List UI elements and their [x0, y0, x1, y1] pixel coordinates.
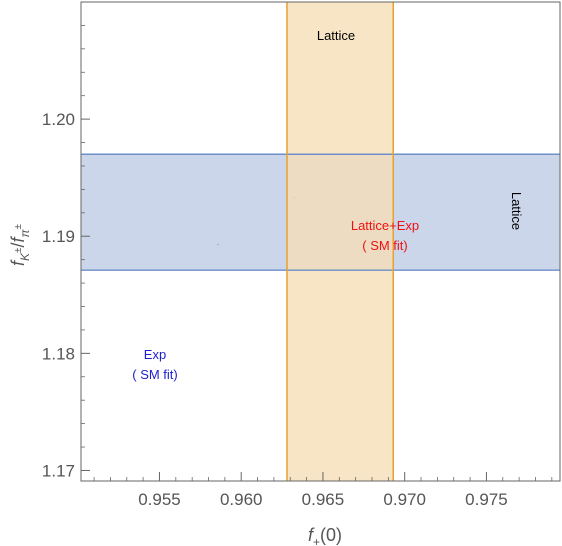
vertical-band-label: Lattice [317, 28, 355, 43]
y-tick-label: 1.18 [42, 344, 75, 363]
y-axis-title: fK±/fπ± [8, 223, 32, 266]
combined-label-line: Lattice+Exp [351, 218, 419, 233]
horizontal-band-label: Lattice [509, 192, 524, 230]
plot-frame [80, 1, 561, 482]
x-tick-label: 0.970 [383, 490, 426, 509]
y-tick-label: 1.19 [42, 227, 75, 246]
y-tick-label: 1.20 [42, 110, 75, 129]
x-axis-title: f+(0) [308, 525, 342, 546]
exp-label-line: ( SM fit) [132, 367, 178, 382]
x-tick-label: 0.965 [302, 490, 345, 509]
y-tick-label: 1.17 [42, 461, 75, 480]
x-tick-label: 0.975 [465, 490, 508, 509]
combined-label-line: ( SM fit) [362, 238, 408, 253]
vertical-band [286, 2, 394, 481]
exp-label-line: Exp [144, 347, 166, 362]
x-tick-label: 0.960 [220, 490, 263, 509]
x-tick-label: 0.955 [138, 490, 181, 509]
